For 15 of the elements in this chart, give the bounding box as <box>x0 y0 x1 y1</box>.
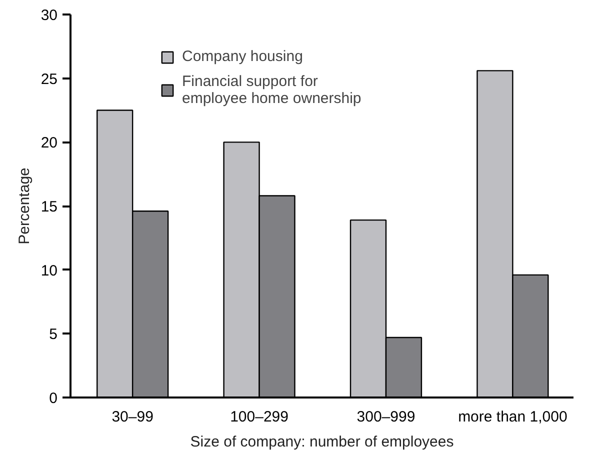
y-tick-label: 30 <box>40 7 58 24</box>
x-tick-label: 100–299 <box>230 408 288 426</box>
y-tick-label: 15 <box>40 198 58 216</box>
y-axis-title: Percentage <box>16 168 33 244</box>
legend-label: Company housing <box>182 48 303 65</box>
x-axis-title: Size of company: number of employees <box>190 434 454 450</box>
legend-label: Financial support for employee home ownership <box>182 73 362 107</box>
x-tick-label: 300–999 <box>356 408 416 426</box>
y-tick-label: 25 <box>40 70 58 88</box>
y-tick-label: 0 <box>49 390 58 407</box>
y-tick-label: 10 <box>40 262 58 280</box>
y-tick-label: 20 <box>40 134 58 152</box>
y-tick-label: 5 <box>49 326 58 344</box>
x-tick-label: more than 1,000 <box>458 408 568 426</box>
x-tick-label: 30–99 <box>112 408 154 426</box>
